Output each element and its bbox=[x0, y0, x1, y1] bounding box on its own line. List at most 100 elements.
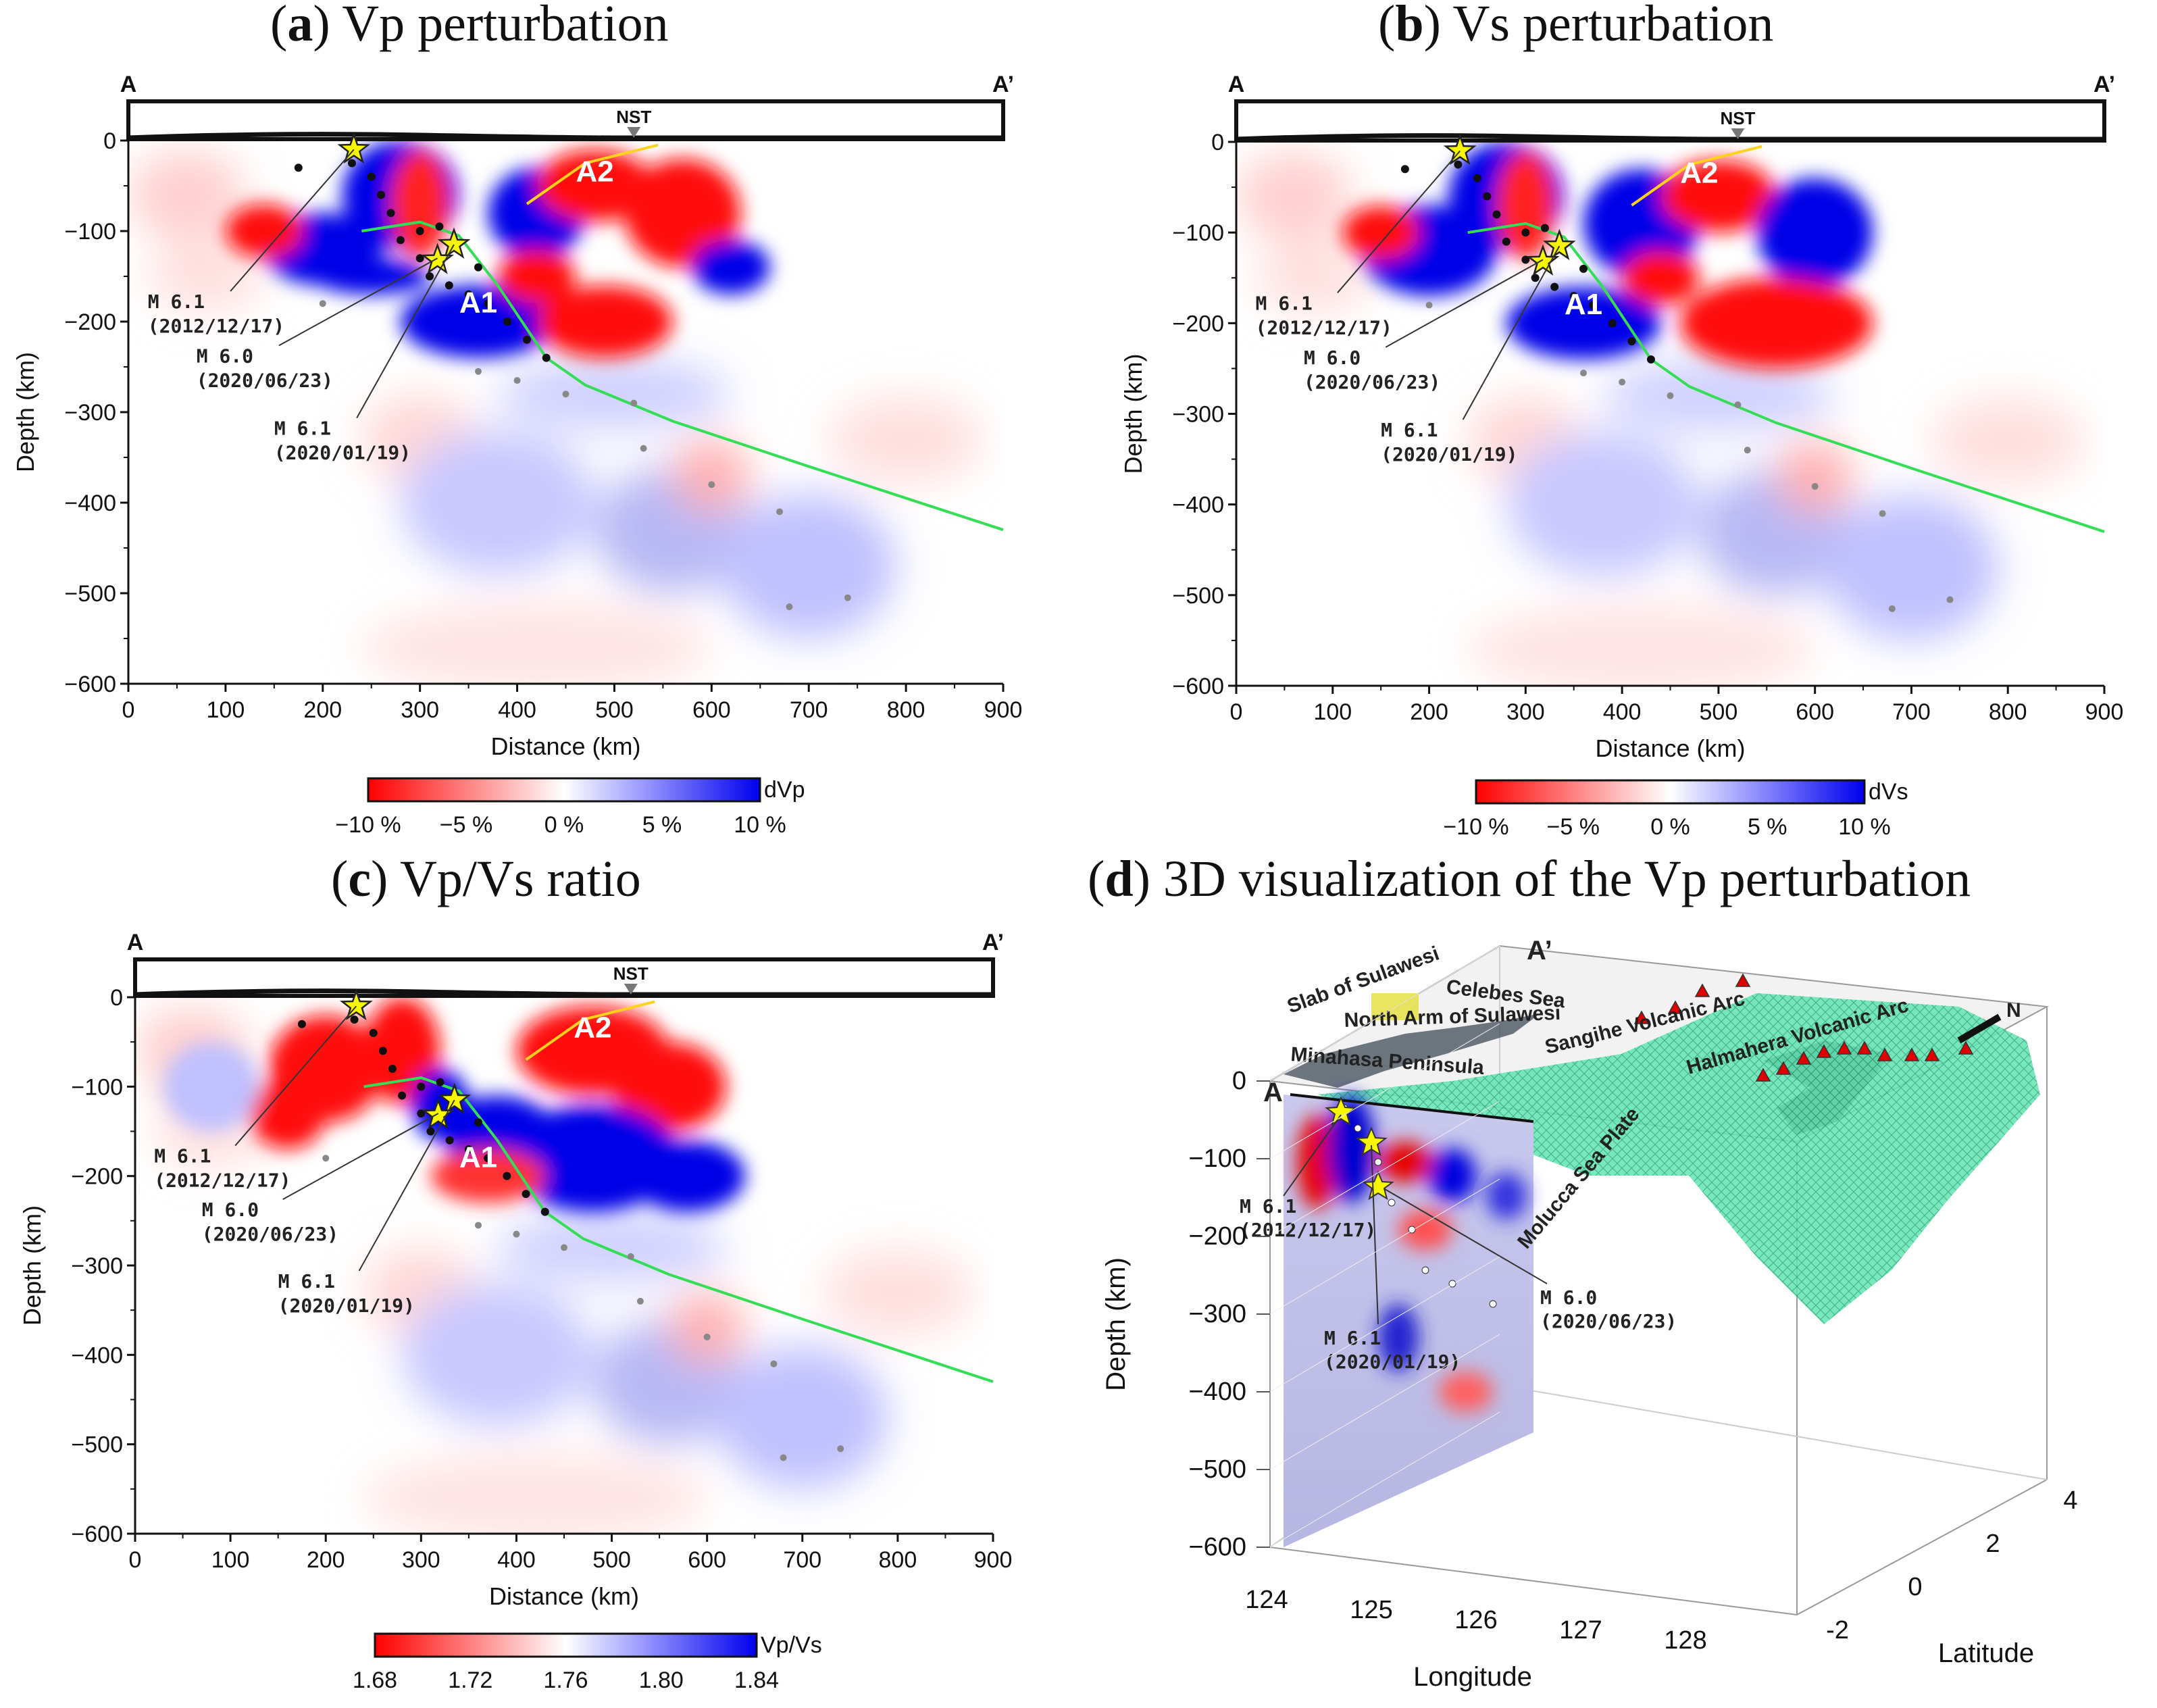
colorbar-label: Vp/Vs bbox=[761, 1632, 822, 1658]
section-plane-anomalies bbox=[1297, 1095, 1527, 1412]
event-dot bbox=[1579, 264, 1588, 273]
event-dot-deep bbox=[627, 1253, 634, 1260]
event-date-label: (2020/06/23) bbox=[202, 1223, 338, 1245]
event-dot bbox=[503, 1172, 511, 1180]
depth-grid bbox=[1269, 1178, 1500, 1315]
depth-tick-label: 0 bbox=[1232, 1067, 1246, 1095]
axis-title-x: Distance (km) bbox=[489, 1582, 639, 1610]
y-tick-label: 0 bbox=[1211, 130, 1224, 155]
depth-grid bbox=[1269, 1101, 1500, 1237]
colorbar-tick-label: 0 % bbox=[544, 812, 584, 838]
panel-d-3d-view: N Slab of Sulawesi Celebes Sea North Arm… bbox=[1101, 936, 2078, 1692]
anomaly-blob bbox=[1776, 441, 1854, 514]
latitude-tick-label: 0 bbox=[1908, 1573, 1922, 1601]
region-a1-label: A1 bbox=[459, 1140, 497, 1174]
anomaly-blob bbox=[390, 149, 449, 259]
leader-line bbox=[1283, 1114, 1342, 1197]
region-a2-label: A2 bbox=[574, 1011, 611, 1045]
y-tick-label: 0 bbox=[110, 985, 123, 1011]
latitude-tick-label: 4 bbox=[2063, 1486, 2077, 1515]
y-tick-label: −200 bbox=[64, 309, 116, 335]
station-label: NST bbox=[1720, 108, 1755, 128]
x-tick-label: 200 bbox=[1410, 699, 1448, 725]
colorbar-tick-label: 1.84 bbox=[734, 1667, 779, 1693]
north-arrow bbox=[1957, 1013, 2002, 1044]
slab-of-sulawesi-marker bbox=[1371, 993, 1419, 1020]
event-dot-deep bbox=[640, 445, 647, 452]
event-dot bbox=[464, 1145, 473, 1153]
anomaly-blob bbox=[536, 149, 654, 222]
leader-line bbox=[234, 1005, 357, 1147]
region-a2-label: A2 bbox=[576, 155, 614, 188]
latitude-tick-label: -2 bbox=[1826, 1616, 1849, 1644]
event-dot bbox=[415, 254, 424, 263]
colorbar-tick-label: 1.76 bbox=[543, 1667, 588, 1693]
event-dot bbox=[436, 1078, 445, 1086]
anomaly-blob bbox=[821, 1247, 974, 1337]
depth-tick-label: −600 bbox=[1188, 1533, 1246, 1561]
anomaly-blob bbox=[497, 1211, 726, 1284]
event-dot-deep bbox=[780, 1454, 787, 1461]
event-dot bbox=[388, 1064, 397, 1073]
mainshock-star bbox=[1443, 133, 1477, 166]
axis-title-y: Depth (km) bbox=[11, 352, 39, 472]
anomaly-blob bbox=[692, 240, 770, 295]
anomaly-blob bbox=[361, 602, 712, 684]
event-dot bbox=[1531, 274, 1540, 282]
anomaly-blob bbox=[1236, 151, 1352, 242]
plane-star-3 bbox=[1362, 1170, 1394, 1201]
leader-line bbox=[358, 1099, 455, 1272]
x-tick-label: 0 bbox=[122, 697, 135, 723]
region-a1-label: A1 bbox=[1565, 288, 1602, 321]
event-dot bbox=[396, 236, 405, 245]
event-dot bbox=[464, 290, 473, 299]
colorbar-tick-label: 0 % bbox=[1650, 814, 1690, 840]
event-dot-deep bbox=[770, 1360, 778, 1367]
depth-grid bbox=[1269, 1256, 1500, 1392]
colorbar-label: dVs bbox=[1869, 779, 1908, 805]
event-dot bbox=[417, 1109, 426, 1118]
event-mag-label: M 6.1 bbox=[274, 418, 331, 440]
anomaly-blob bbox=[225, 203, 304, 259]
depth-tick-label: −400 bbox=[1188, 1378, 1246, 1406]
profile-start-label: A bbox=[127, 930, 144, 955]
profile-end-label: A’ bbox=[2093, 72, 2115, 97]
event-dot bbox=[542, 353, 551, 362]
y-tick-label: −300 bbox=[71, 1253, 123, 1279]
axis-title-y: Depth (km) bbox=[18, 1205, 46, 1326]
station-label: NST bbox=[616, 107, 651, 127]
colorbar-tick-label: 5 % bbox=[642, 812, 682, 838]
axis-title-longitude: Longitude bbox=[1413, 1662, 1532, 1692]
event-dot bbox=[1454, 160, 1463, 169]
anomaly-blob bbox=[1506, 286, 1661, 359]
x-tick-label: 300 bbox=[1506, 699, 1545, 725]
event-dot-deep bbox=[1811, 482, 1819, 490]
event-dot bbox=[1627, 337, 1636, 346]
event-dot bbox=[369, 1028, 378, 1037]
anomaly-blob bbox=[624, 158, 741, 268]
panel-c-title: (c) Vp/Vs ratio bbox=[331, 851, 641, 907]
colorbar-tick-label: −10 % bbox=[1443, 814, 1508, 840]
y-tick-label: −200 bbox=[71, 1164, 123, 1190]
anomaly-blob bbox=[669, 1292, 746, 1364]
mainshock-star bbox=[339, 988, 373, 1021]
event-dot-deep bbox=[561, 1244, 567, 1251]
event-date-label: (2020/06/23) bbox=[197, 369, 333, 391]
panel-b-title: (b) Vs perturbation bbox=[1378, 0, 1774, 52]
event-dot-deep bbox=[1425, 301, 1433, 309]
event-dot-deep bbox=[776, 508, 784, 516]
x-tick-label: 100 bbox=[207, 697, 245, 723]
anomaly-blob bbox=[1506, 432, 1700, 578]
anomaly-blob bbox=[147, 240, 265, 313]
event-mag-label: M 6.0 bbox=[197, 345, 253, 367]
event-dot-deep bbox=[708, 481, 715, 488]
anomaly-blob bbox=[497, 357, 732, 430]
event-date-label: (2020/01/19) bbox=[274, 442, 411, 464]
station-marker bbox=[624, 984, 638, 995]
event-dot bbox=[297, 1020, 306, 1028]
event-dot bbox=[417, 1082, 426, 1091]
north-label: N bbox=[2006, 999, 2021, 1022]
event-dot bbox=[1473, 174, 1481, 182]
axis-title-latitude: Latitude bbox=[1938, 1638, 2034, 1668]
